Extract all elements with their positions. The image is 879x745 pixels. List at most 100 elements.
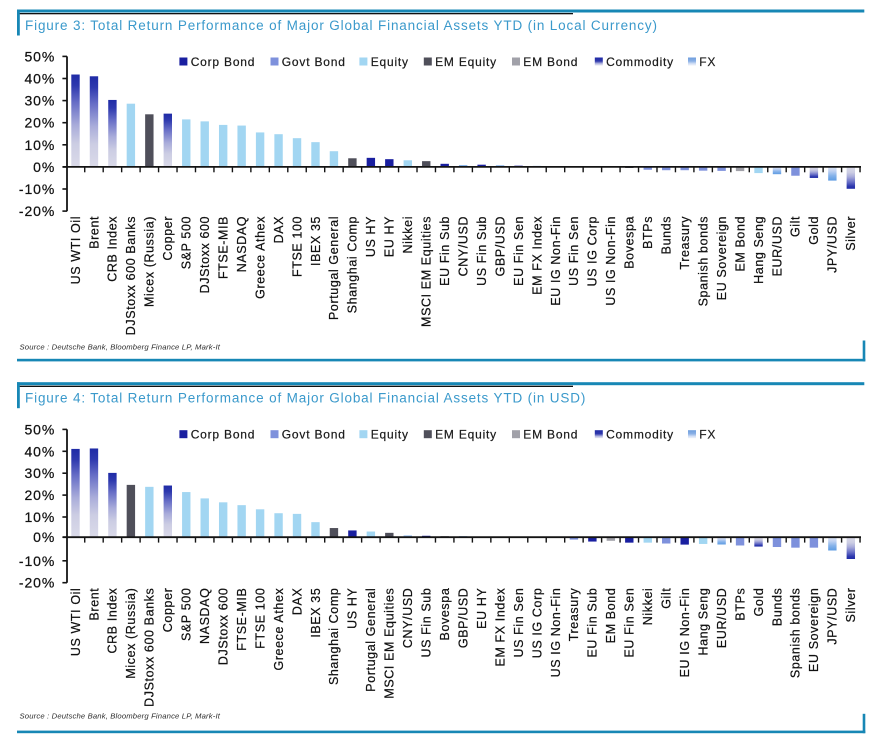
svg-text:Source : Deutsche Bank, Bloomb: Source : Deutsche Bank, Bloomberg Financ… <box>20 343 221 352</box>
svg-text:US Fin Sen: US Fin Sen <box>567 216 581 286</box>
svg-text:DJStoxx 600 Banks: DJStoxx 600 Banks <box>124 216 138 335</box>
svg-text:Greece Athex: Greece Athex <box>253 216 267 299</box>
svg-text:EU IG Non-Fin: EU IG Non-Fin <box>678 588 692 678</box>
svg-text:Copper: Copper <box>161 588 175 633</box>
svg-text:US IG Corp: US IG Corp <box>530 588 544 659</box>
svg-text:40%: 40% <box>24 443 55 459</box>
svg-text:EUR/USD: EUR/USD <box>715 588 729 648</box>
svg-text:NASDAQ: NASDAQ <box>235 216 249 272</box>
svg-text:EU Fin Sub: EU Fin Sub <box>438 216 452 286</box>
svg-text:Equity: Equity <box>371 55 409 69</box>
svg-text:EM Equity: EM Equity <box>435 55 497 69</box>
svg-text:EU Fin Sub: EU Fin Sub <box>586 588 600 658</box>
svg-text:Treasury: Treasury <box>567 587 581 641</box>
svg-text:BTPs: BTPs <box>733 588 747 621</box>
svg-text:Gilt: Gilt <box>660 588 674 609</box>
svg-text:BTPs: BTPs <box>641 216 655 249</box>
svg-text:NASDAQ: NASDAQ <box>198 588 212 644</box>
svg-text:US Fin Sub: US Fin Sub <box>475 216 489 286</box>
svg-text:-10%: -10% <box>19 553 55 569</box>
svg-text:FTSE 100: FTSE 100 <box>253 588 267 649</box>
svg-text:Shanghai Comp: Shanghai Comp <box>346 216 360 313</box>
svg-text:-20%: -20% <box>19 575 55 591</box>
svg-text:EM FX Index: EM FX Index <box>530 216 544 295</box>
svg-text:FX: FX <box>699 428 716 442</box>
svg-text:-20%: -20% <box>19 203 55 219</box>
svg-text:30%: 30% <box>24 465 55 481</box>
svg-text:Shanghai Comp: Shanghai Comp <box>327 588 341 685</box>
svg-text:Gilt: Gilt <box>789 216 803 237</box>
svg-text:EM Equity: EM Equity <box>435 428 497 442</box>
svg-text:EU Sovereign: EU Sovereign <box>715 216 729 300</box>
svg-text:Copper: Copper <box>161 216 175 261</box>
svg-text:Bovespa: Bovespa <box>623 216 637 269</box>
svg-text:0%: 0% <box>33 159 55 175</box>
svg-text:Commodity: Commodity <box>606 55 674 69</box>
svg-text:JPY/USD: JPY/USD <box>826 588 840 645</box>
svg-text:EU HY: EU HY <box>383 216 397 257</box>
svg-text:Greece Athex: Greece Athex <box>272 587 286 670</box>
svg-text:Bunds: Bunds <box>770 588 784 626</box>
svg-text:EU HY: EU HY <box>475 588 489 629</box>
svg-text:S&P 500: S&P 500 <box>180 216 194 269</box>
svg-text:-10%: -10% <box>19 181 55 197</box>
svg-text:Spanish bonds: Spanish bonds <box>789 588 803 679</box>
svg-text:Nikkei: Nikkei <box>641 588 655 626</box>
svg-text:US Fin Sen: US Fin Sen <box>512 588 526 658</box>
svg-text:US Fin Sub: US Fin Sub <box>420 588 434 658</box>
svg-text:CRB Index: CRB Index <box>106 587 120 653</box>
svg-text:S&P 500: S&P 500 <box>180 588 194 641</box>
svg-text:DAX: DAX <box>272 216 286 244</box>
svg-text:Nikkei: Nikkei <box>401 216 415 254</box>
svg-text:DJStoxx 600 Banks: DJStoxx 600 Banks <box>143 588 157 707</box>
svg-text:Hang Seng: Hang Seng <box>752 216 766 284</box>
svg-text:EU Fin Sen: EU Fin Sen <box>623 588 637 658</box>
svg-text:Treasury: Treasury <box>678 216 692 270</box>
svg-text:30%: 30% <box>24 93 55 109</box>
svg-text:20%: 20% <box>24 487 55 503</box>
svg-text:US HY: US HY <box>364 216 378 257</box>
svg-text:DJStoxx 600: DJStoxx 600 <box>198 216 212 293</box>
svg-text:EM Bond: EM Bond <box>733 216 747 272</box>
svg-text:Corp Bond: Corp Bond <box>191 428 256 442</box>
svg-text:Portugal General: Portugal General <box>364 588 378 692</box>
svg-text:10%: 10% <box>24 137 55 153</box>
svg-text:US WTI Oil: US WTI Oil <box>69 216 83 285</box>
svg-text:EM FX Index: EM FX Index <box>493 587 507 666</box>
svg-text:Silver: Silver <box>844 588 858 623</box>
svg-text:EU Fin Sen: EU Fin Sen <box>512 216 526 286</box>
svg-text:FTSE-MIB: FTSE-MIB <box>235 588 249 651</box>
svg-text:Hang Seng: Hang Seng <box>696 588 710 656</box>
svg-text:IBEX 35: IBEX 35 <box>309 588 323 638</box>
svg-text:0%: 0% <box>33 529 55 545</box>
svg-text:EM Bond: EM Bond <box>523 55 578 69</box>
svg-text:Bovespa: Bovespa <box>438 588 452 641</box>
svg-text:50%: 50% <box>24 48 55 64</box>
svg-text:EUR/USD: EUR/USD <box>770 216 784 276</box>
svg-text:Equity: Equity <box>371 428 409 442</box>
svg-text:EM Bond: EM Bond <box>523 428 578 442</box>
svg-text:FTSE 100: FTSE 100 <box>290 216 304 277</box>
svg-text:DJStoxx 600: DJStoxx 600 <box>216 588 230 665</box>
svg-text:Govt Bond: Govt Bond <box>282 428 346 442</box>
svg-text:Micex (Russia): Micex (Russia) <box>143 216 157 307</box>
svg-text:Gold: Gold <box>807 216 821 245</box>
svg-text:US IG Non-Fin: US IG Non-Fin <box>549 588 563 678</box>
svg-text:CRB Index: CRB Index <box>106 216 120 282</box>
svg-text:FX: FX <box>699 55 716 69</box>
svg-text:Spanish bonds: Spanish bonds <box>696 216 710 307</box>
svg-text:Gold: Gold <box>752 588 766 617</box>
svg-text:GBP/USD: GBP/USD <box>456 588 470 648</box>
svg-text:Figure 4: Total Return Perform: Figure 4: Total Return Performance of Ma… <box>25 391 586 406</box>
svg-text:FTSE-MIB: FTSE-MIB <box>216 216 230 279</box>
svg-text:MSCI EM Equities: MSCI EM Equities <box>383 588 397 699</box>
svg-text:CNY/USD: CNY/USD <box>401 588 415 648</box>
svg-text:Bunds: Bunds <box>660 216 674 254</box>
svg-text:Govt Bond: Govt Bond <box>282 55 346 69</box>
svg-text:10%: 10% <box>24 509 55 525</box>
svg-text:US IG Corp: US IG Corp <box>586 216 600 287</box>
svg-text:DAX: DAX <box>290 588 304 616</box>
svg-text:Source : Deutsche Bank, Bloomb: Source : Deutsche Bank, Bloomberg Financ… <box>20 711 221 720</box>
svg-text:Micex (Russia): Micex (Russia) <box>124 588 138 679</box>
svg-text:EU Sovereign: EU Sovereign <box>807 588 821 672</box>
